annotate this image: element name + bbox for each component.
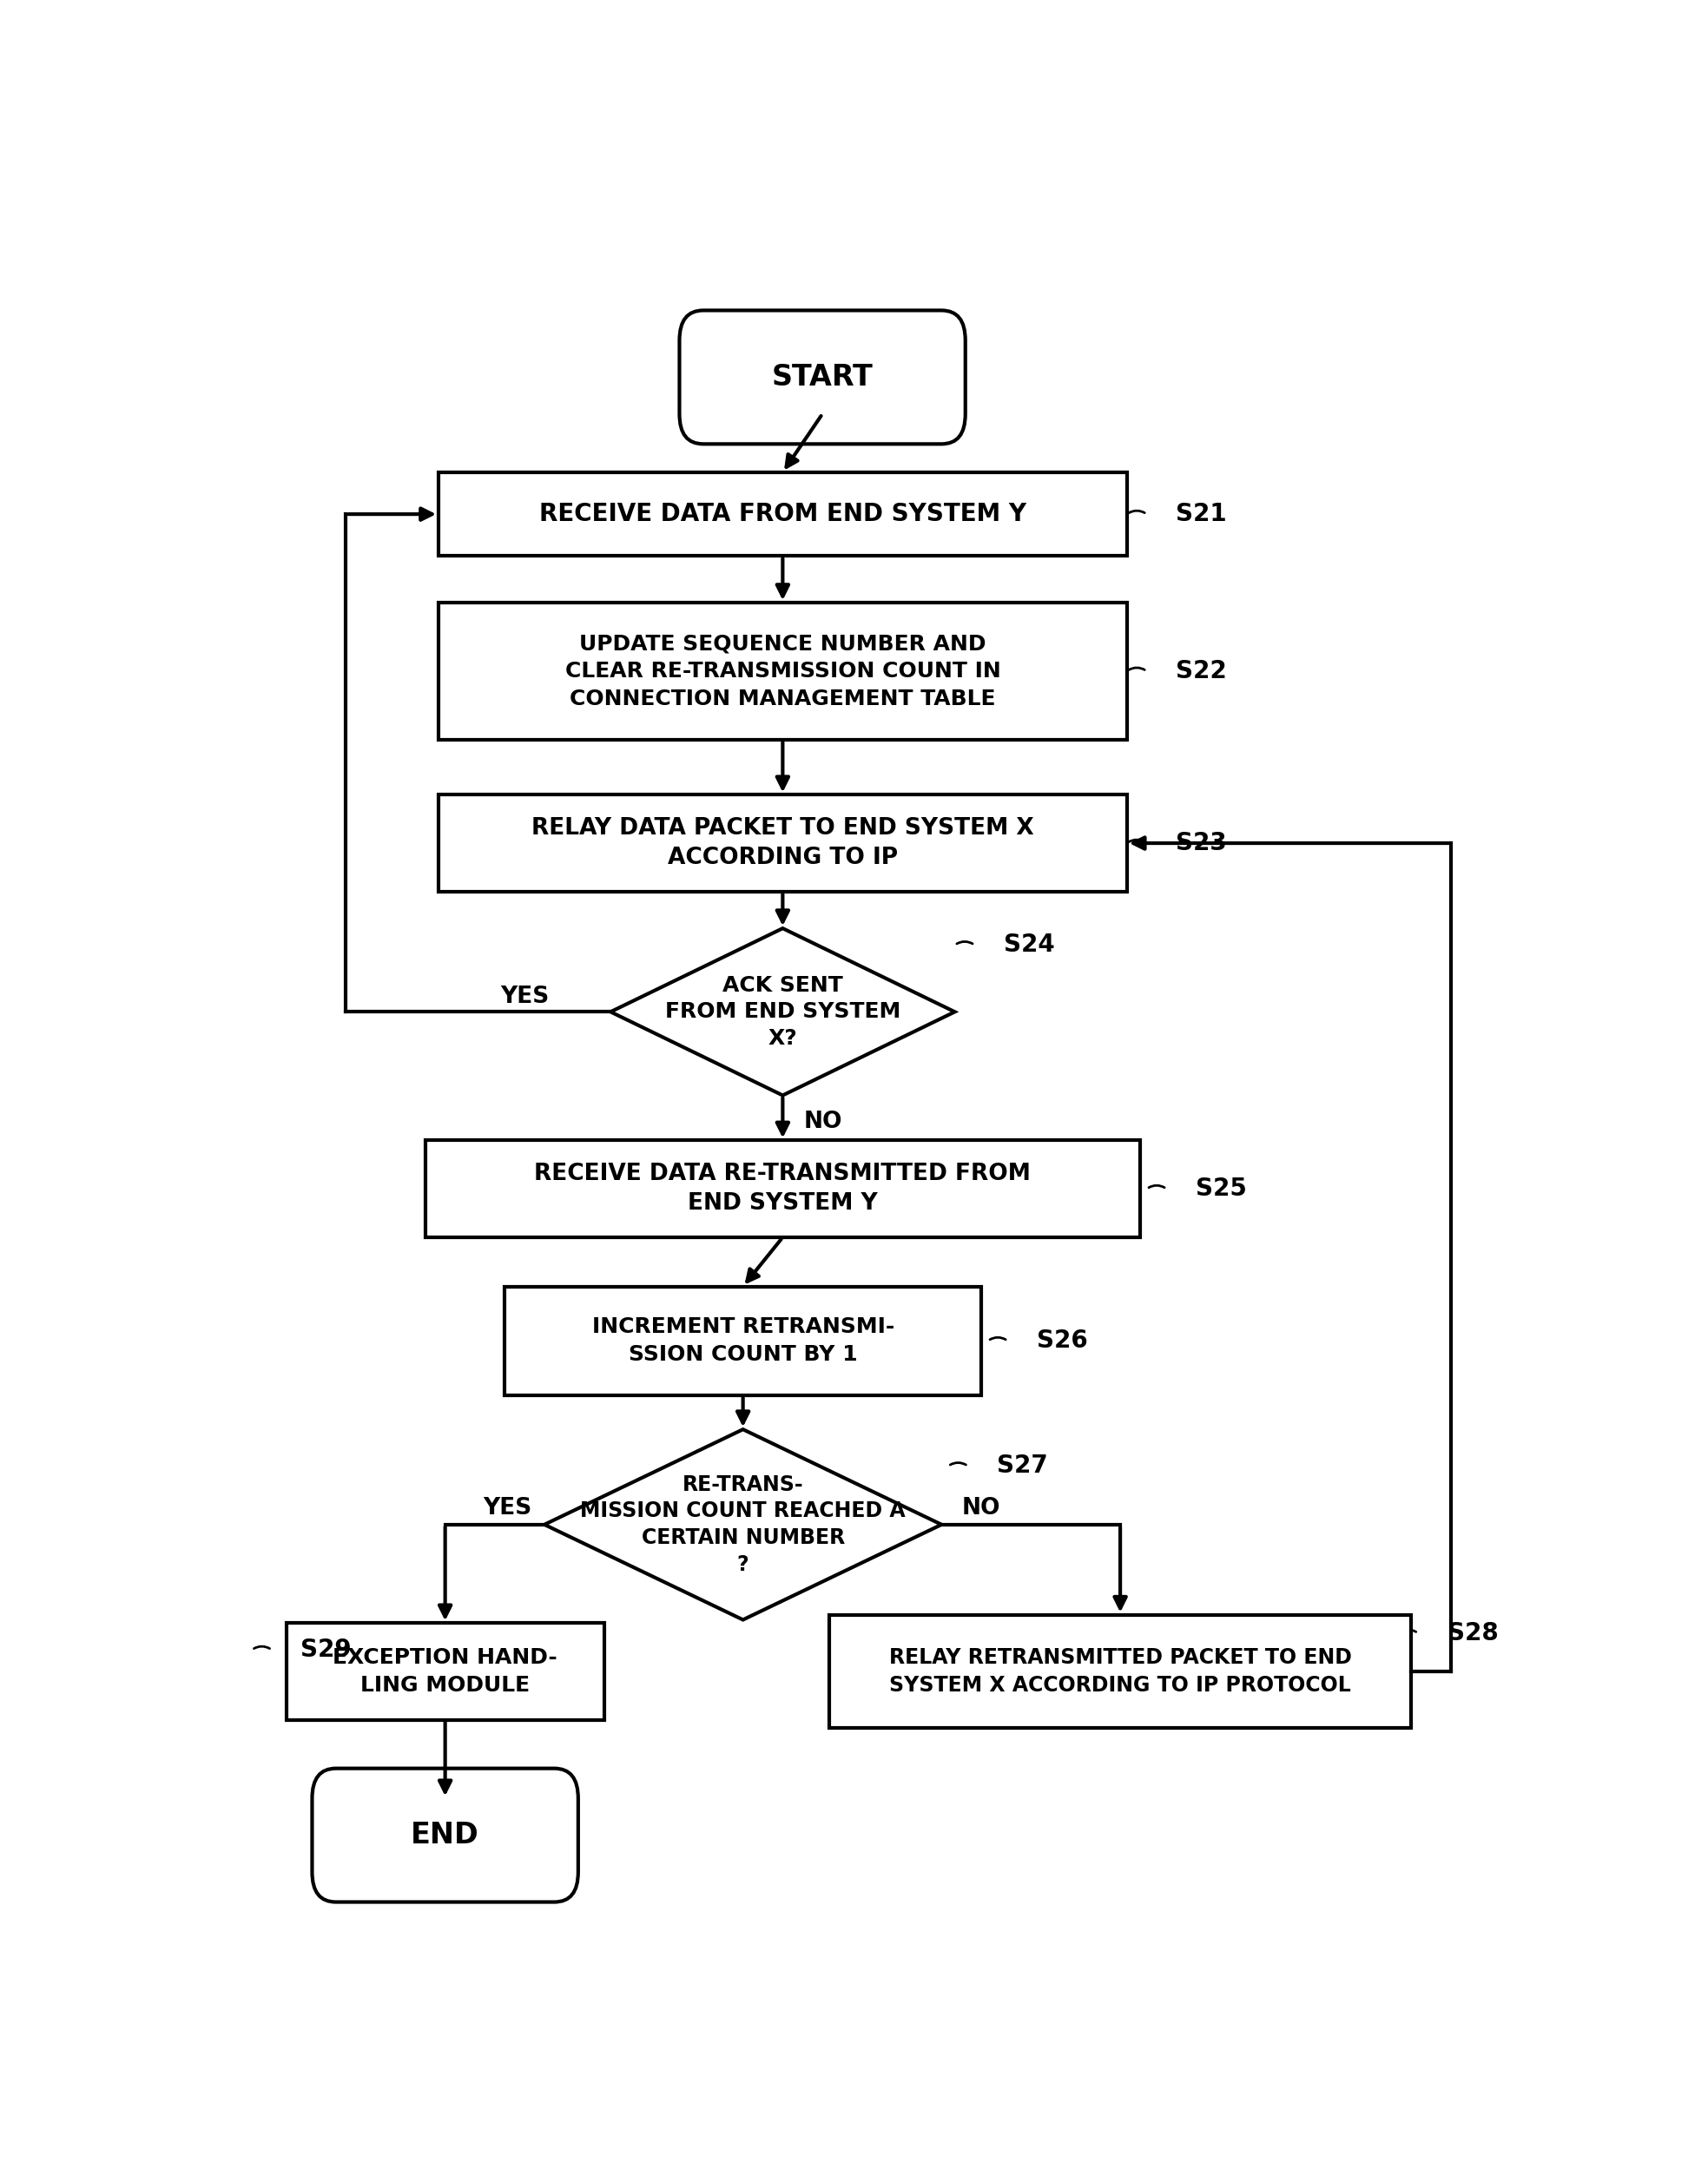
Bar <box>506 1286 980 1395</box>
Text: RELAY DATA PACKET TO END SYSTEM X
ACCORDING TO IP: RELAY DATA PACKET TO END SYSTEM X ACCORD… <box>531 818 1033 870</box>
Text: S27: S27 <box>997 1453 1049 1479</box>
Text: INCREMENT RETRANSMI-
SSION COUNT BY 1: INCREMENT RETRANSMI- SSION COUNT BY 1 <box>591 1317 895 1364</box>
Text: ACK SENT
FROM END SYSTEM
X?: ACK SENT FROM END SYSTEM X? <box>664 974 900 1050</box>
Text: S25: S25 <box>1196 1178 1247 1202</box>
Text: S26: S26 <box>1037 1330 1088 1353</box>
Text: RELAY RETRANSMITTED PACKET TO END
SYSTEM X ACCORDING TO IP PROTOCOL: RELAY RETRANSMITTED PACKET TO END SYSTEM… <box>888 1648 1351 1696</box>
Text: YES: YES <box>500 985 548 1009</box>
Bar <box>828 1614 1411 1729</box>
Text: RECEIVE DATA RE-TRANSMITTED FROM
END SYSTEM Y: RECEIVE DATA RE-TRANSMITTED FROM END SYS… <box>535 1163 1032 1215</box>
Bar <box>439 603 1127 740</box>
Text: S23: S23 <box>1175 831 1226 855</box>
Polygon shape <box>545 1429 941 1620</box>
Bar <box>425 1141 1141 1236</box>
Text: RE-TRANS-
MISSION COUNT REACHED A
CERTAIN NUMBER
?: RE-TRANS- MISSION COUNT REACHED A CERTAI… <box>581 1475 905 1575</box>
Text: NO: NO <box>962 1497 1001 1518</box>
Text: S21: S21 <box>1175 501 1226 527</box>
Text: YES: YES <box>483 1497 531 1518</box>
Text: S24: S24 <box>1004 933 1056 957</box>
FancyBboxPatch shape <box>313 1768 579 1902</box>
Text: EXCEPTION HAND-
LING MODULE: EXCEPTION HAND- LING MODULE <box>333 1648 557 1696</box>
Text: NO: NO <box>804 1111 842 1134</box>
Bar <box>287 1622 605 1720</box>
Text: RECEIVE DATA FROM END SYSTEM Y: RECEIVE DATA FROM END SYSTEM Y <box>540 501 1027 527</box>
Polygon shape <box>611 928 955 1095</box>
Text: S22: S22 <box>1175 659 1226 683</box>
Bar <box>439 794 1127 891</box>
Text: START: START <box>772 362 873 393</box>
Text: END: END <box>412 1822 480 1850</box>
FancyBboxPatch shape <box>680 310 965 445</box>
Text: S29: S29 <box>301 1638 352 1661</box>
Text: S28: S28 <box>1447 1620 1498 1646</box>
Text: UPDATE SEQUENCE NUMBER AND
CLEAR RE-TRANSMISSION COUNT IN
CONNECTION MANAGEMENT : UPDATE SEQUENCE NUMBER AND CLEAR RE-TRAN… <box>565 633 1001 709</box>
Bar <box>439 473 1127 555</box>
